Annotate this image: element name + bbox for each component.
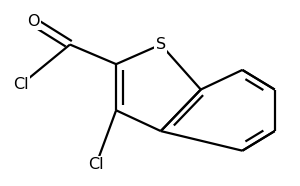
Text: Cl: Cl [13, 77, 28, 92]
Text: S: S [156, 37, 166, 52]
Text: Cl: Cl [88, 157, 104, 172]
Text: O: O [27, 14, 39, 29]
